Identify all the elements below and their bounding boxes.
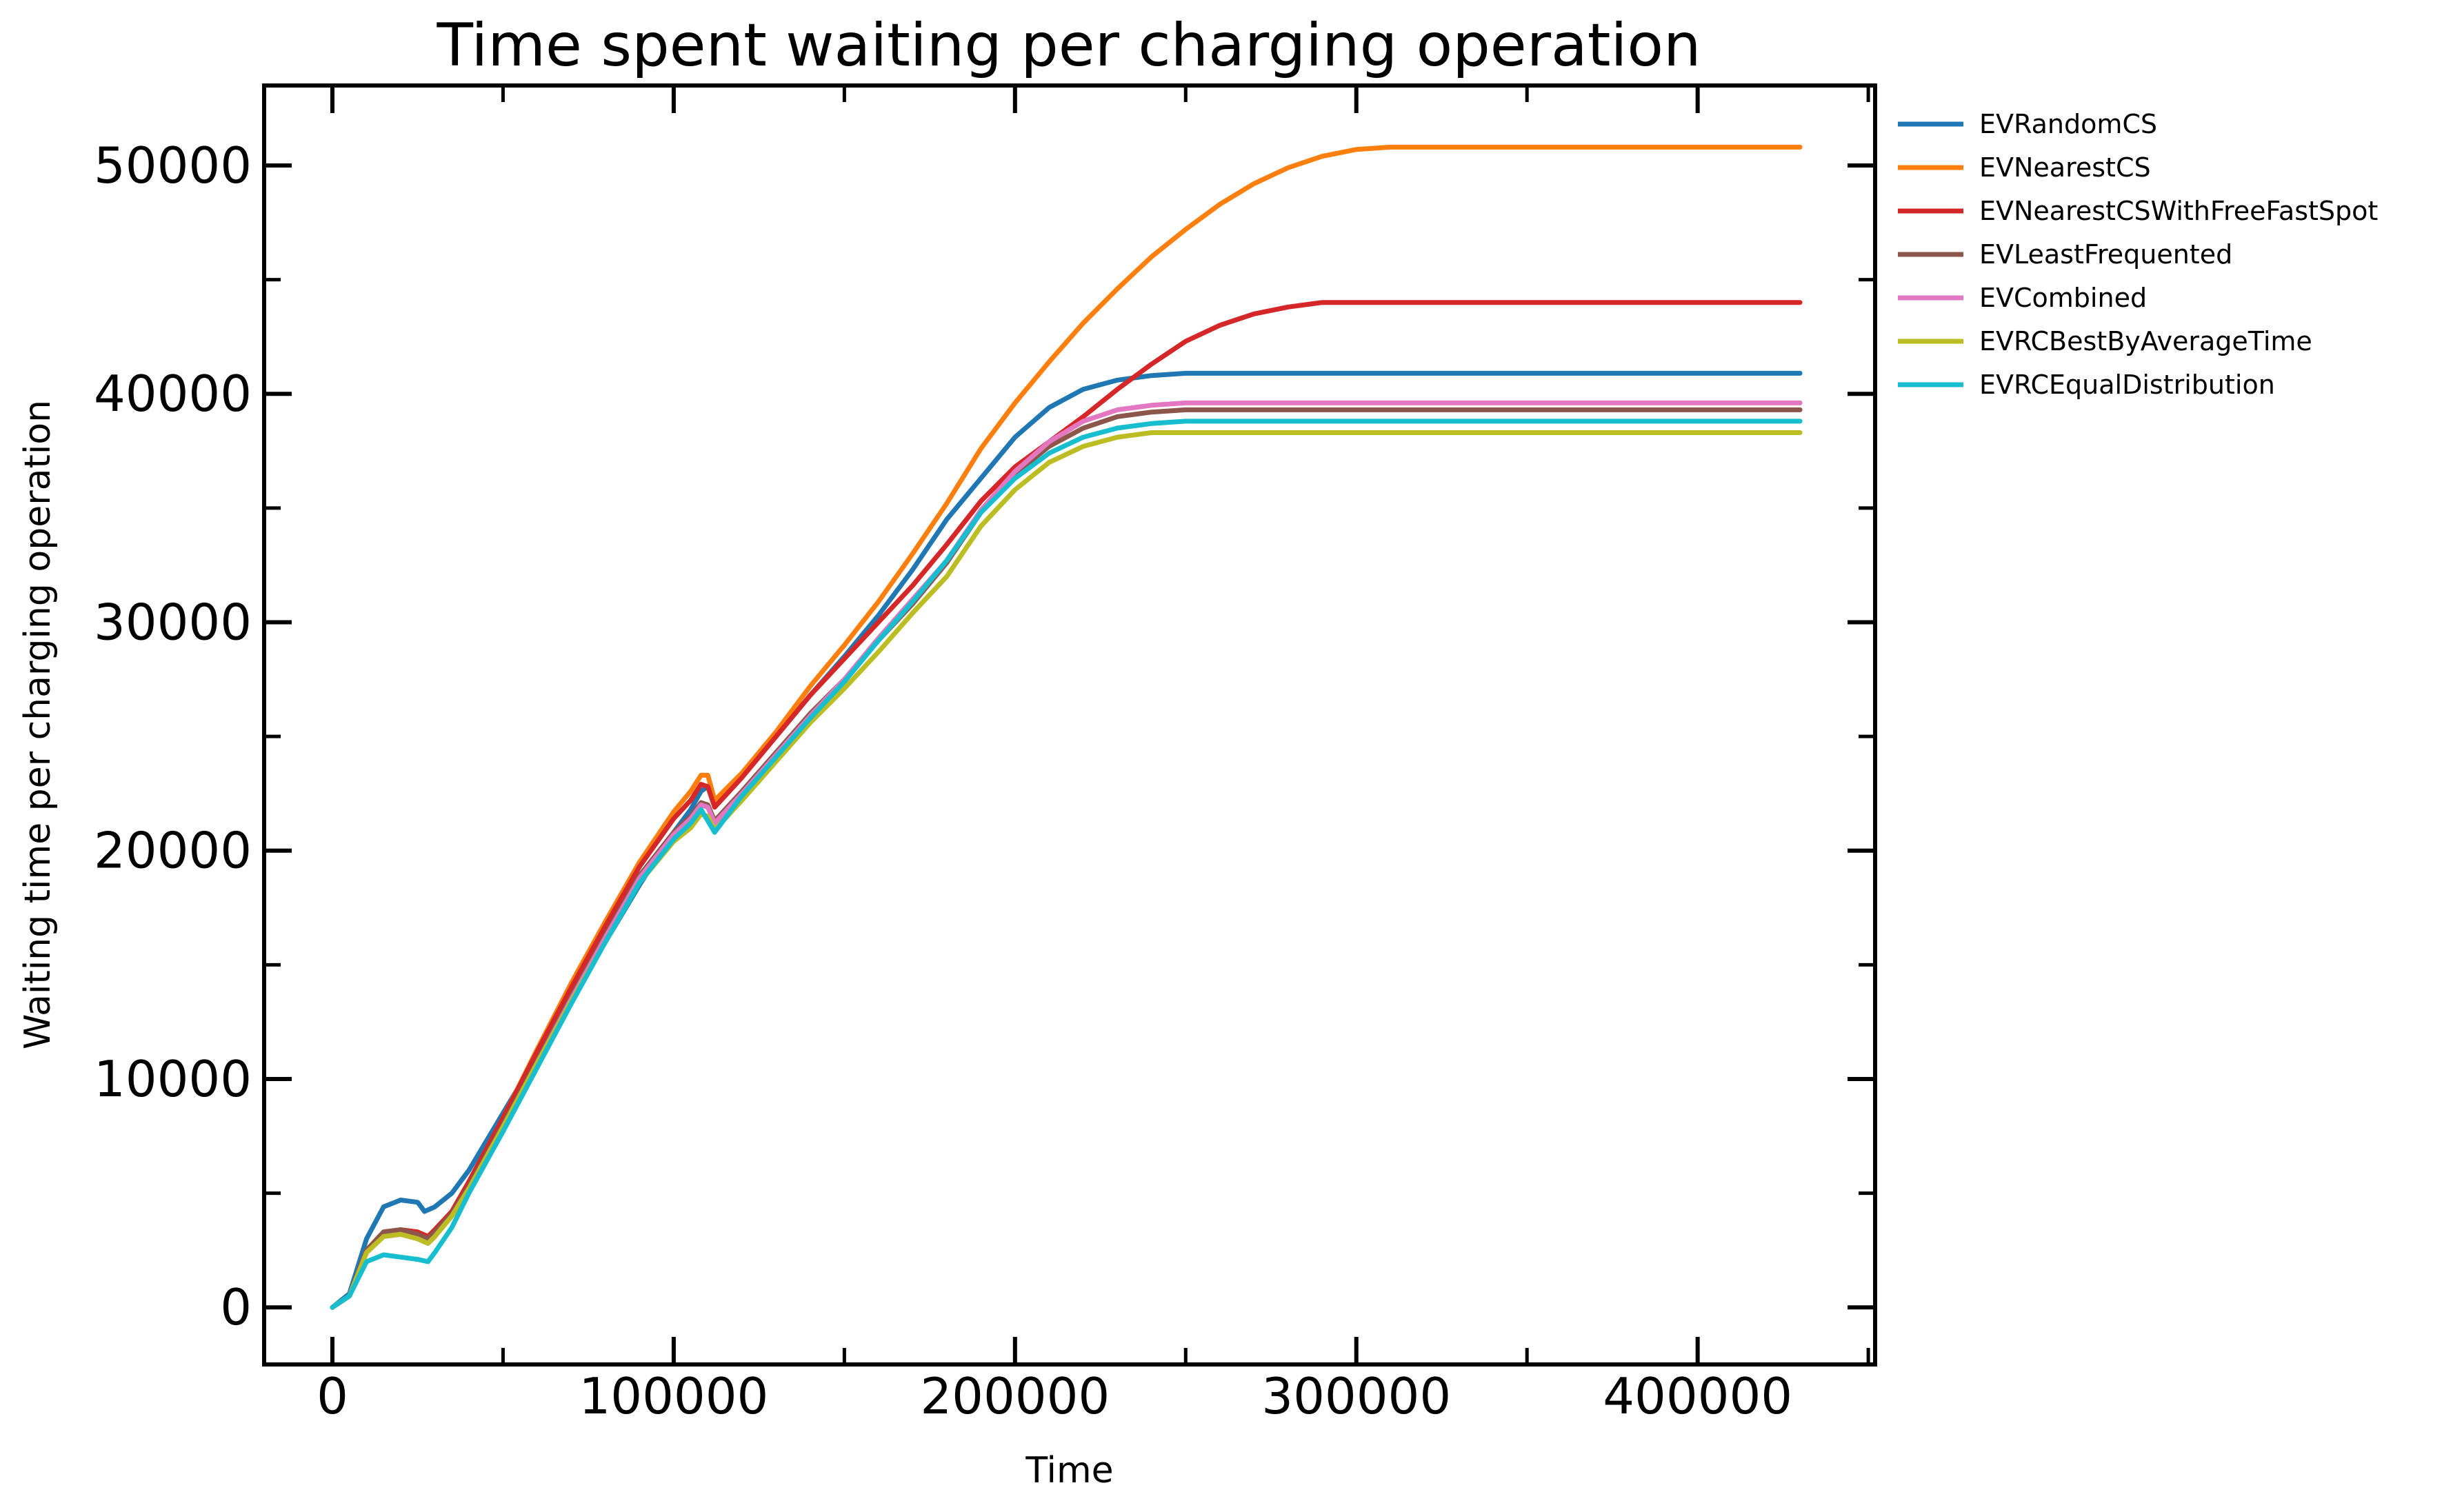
axis-ticks: 0 100000 200000 300000 400000 0 10000 20000 3000… [94, 85, 1875, 1425]
y-tick-label: 10000 [94, 1050, 252, 1108]
plot-area [330, 144, 1803, 1310]
y-tick-label: 0 [220, 1278, 252, 1336]
legend-label: EVLeastFrequented [1979, 239, 2232, 270]
y-tick-label: 50000 [94, 137, 252, 194]
legend-label: EVCombined [1979, 283, 2147, 313]
y-tick-label: 30000 [94, 593, 252, 651]
x-tick-label: 300000 [1261, 1367, 1451, 1425]
legend-label: EVNearestCSWithFreeFastSpot [1979, 196, 2378, 226]
legend: EVRandomCS EVNearestCS EVNearestCSWithFree… [1898, 109, 2378, 400]
axes-frame [262, 83, 1877, 1367]
legend-label: EVRandomCS [1979, 109, 2157, 139]
legend-label: EVRCEqualDistribution [1979, 370, 2275, 400]
legend-label: EVNearestCS [1979, 152, 2151, 183]
series-line-6 [330, 419, 1803, 1310]
x-tick-label: 100000 [579, 1367, 768, 1425]
legend-label: EVRCBestByAverageTime [1979, 326, 2312, 356]
x-tick-label: 0 [317, 1367, 348, 1425]
x-axis-label: Time [1025, 1450, 1113, 1491]
x-tick-label: 200000 [920, 1367, 1110, 1425]
y-axis-label: Waiting time per charging operation [17, 400, 59, 1049]
x-tick-label: 400000 [1603, 1367, 1792, 1425]
chart-title: Time spent waiting per charging operatio… [436, 11, 1701, 80]
y-tick-label: 40000 [94, 365, 252, 423]
y-tick-label: 20000 [94, 822, 252, 880]
